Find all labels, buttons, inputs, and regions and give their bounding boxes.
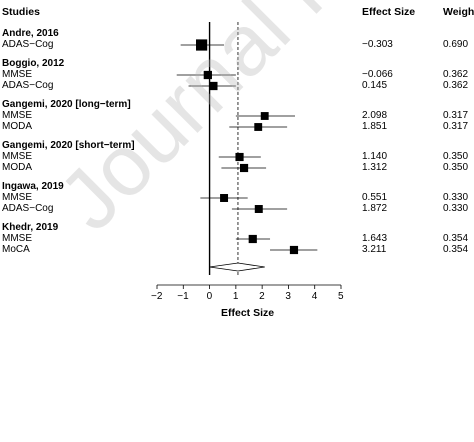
- header-effect-size: Effect Size: [362, 6, 416, 18]
- weight-value: 0.350: [443, 151, 469, 162]
- x-tick-label: 5: [338, 291, 344, 302]
- effect-marker: [254, 205, 263, 213]
- effect-size-value: 1.312: [362, 162, 388, 173]
- effect-size-value: 1.872: [362, 203, 388, 214]
- x-axis-title: Effect Size: [221, 307, 275, 319]
- study-name: Gangemi, 2020 [short−term]: [2, 140, 135, 151]
- effect-marker: [254, 123, 263, 131]
- outcome-label: ADAS−Cog: [2, 39, 54, 50]
- effect-size-value: 0.145: [362, 80, 388, 91]
- x-tick-label: 3: [285, 291, 291, 302]
- effect-size-value: 0.551: [362, 192, 388, 203]
- outcome-label: MODA: [2, 162, 32, 173]
- weight-value: 0.354: [443, 244, 469, 255]
- outcome-label: MMSE: [2, 110, 32, 121]
- effect-marker: [248, 234, 257, 244]
- outcome-label: ADAS−Cog: [2, 80, 54, 91]
- study-name: Andre, 2016: [2, 28, 59, 39]
- x-tick-label: −2: [151, 291, 163, 302]
- effect-marker: [209, 81, 218, 91]
- outcome-label: MMSE: [2, 233, 32, 244]
- effect-size-value: 1.643: [362, 233, 388, 244]
- effect-size-value: 1.140: [362, 151, 388, 162]
- effect-marker: [203, 70, 212, 80]
- effect-size-value: 3.211: [362, 244, 387, 255]
- study-name: Boggio, 2012: [2, 58, 65, 69]
- x-tick-label: 2: [259, 291, 265, 302]
- effect-marker: [235, 152, 244, 162]
- outcome-label: MoCA: [2, 244, 30, 255]
- weight-value: 0.317: [443, 110, 469, 121]
- x-tick-label: 1: [232, 291, 239, 302]
- weight-value: 0.350: [443, 162, 469, 173]
- x-tick-label: −1: [177, 291, 189, 302]
- header-studies: Studies: [2, 6, 40, 18]
- effect-marker: [239, 163, 249, 173]
- study-name: Ingawa, 2019: [2, 181, 64, 192]
- effect-marker: [220, 194, 229, 202]
- outcome-label: MMSE: [2, 151, 32, 162]
- weight-value: 0.354: [443, 233, 469, 244]
- study-name: Gangemi, 2020 [long−term]: [2, 99, 131, 110]
- effect-marker: [260, 112, 269, 120]
- outcome-label: MMSE: [2, 69, 32, 80]
- effect-size-value: −0.303: [362, 39, 393, 50]
- effect-size-value: 1.851: [362, 121, 388, 132]
- effect-marker: [289, 245, 299, 255]
- weight-value: 0.690: [443, 39, 469, 50]
- header-weight: Weight: [443, 6, 474, 18]
- pooled-diamond: [209, 262, 265, 272]
- effect-size-value: −0.066: [362, 69, 393, 80]
- weight-value: 0.362: [443, 69, 469, 80]
- effect-marker: [196, 39, 208, 51]
- study-name: Khedr, 2019: [2, 222, 59, 233]
- weight-value: 0.362: [443, 80, 469, 91]
- x-tick-label: 0: [206, 291, 213, 302]
- weight-value: 0.317: [443, 121, 469, 132]
- weight-value: 0.330: [443, 203, 469, 214]
- effect-size-value: 2.098: [362, 110, 388, 121]
- x-tick-label: 4: [311, 291, 318, 302]
- weight-value: 0.330: [443, 192, 469, 203]
- outcome-label: ADAS−Cog: [2, 203, 54, 214]
- outcome-label: MMSE: [2, 192, 32, 203]
- outcome-label: MODA: [2, 121, 32, 132]
